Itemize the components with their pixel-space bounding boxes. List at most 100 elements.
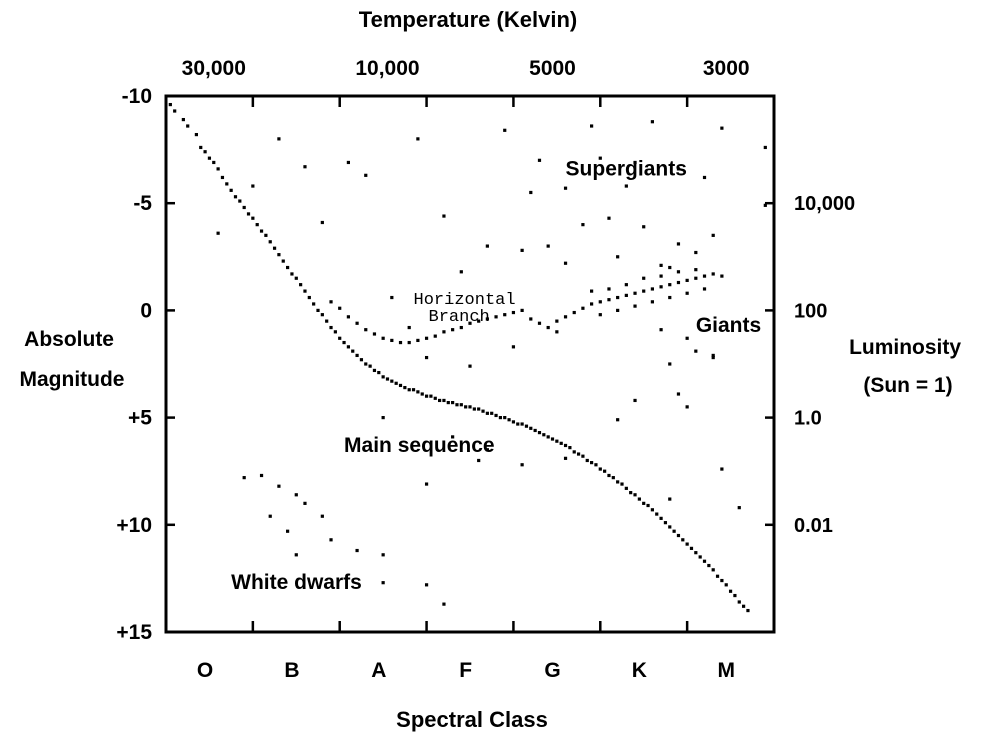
data-point [424,583,429,587]
data-point [563,443,568,448]
data-point [511,345,516,349]
data-point [277,253,281,257]
data-point [659,285,663,289]
data-point [607,216,611,220]
data-point [694,250,698,255]
top-axis-title: Temperature (Kelvin) [359,7,577,32]
data-point [563,315,568,319]
data-point [286,265,290,270]
data-point [286,529,290,533]
data-point [259,473,264,478]
data-point [598,313,602,317]
data-point [724,583,728,587]
data-point [598,156,602,160]
data-point [616,295,620,300]
temperature-tick-label: 3000 [703,57,750,80]
data-point [242,476,246,480]
data-point [546,244,550,248]
data-point [598,467,602,471]
data-point [520,248,524,252]
data-point [737,506,741,510]
data-point [650,300,654,304]
data-point [451,328,455,332]
data-point [459,403,463,407]
data-point [372,332,377,336]
y-tick-label: 0 [140,299,152,322]
data-point [646,503,650,508]
data-point [459,270,463,274]
data-point [624,184,628,188]
data-point [524,424,529,428]
data-point [676,392,681,396]
data-point [368,364,372,368]
data-point [572,450,576,454]
data-point [668,283,672,287]
data-point [229,188,233,192]
data-point [251,184,255,188]
data-point [624,486,628,490]
data-point [411,388,416,392]
y-tick-label: +10 [116,514,152,537]
data-point [199,145,203,150]
data-point [537,158,542,162]
data-point [407,340,411,345]
data-point [294,276,298,280]
data-point [186,124,190,128]
data-point [455,403,459,407]
data-point [576,452,581,456]
data-point [529,317,533,321]
data-point [507,418,511,422]
data-point [520,308,524,312]
data-point [433,396,437,400]
data-point [494,413,498,418]
data-point [329,325,333,330]
data-point [381,375,385,379]
data-point [451,435,455,439]
region-label: Giants [696,314,761,337]
luminosity-tick-label: 100 [794,300,827,322]
data-point [676,167,681,171]
data-point [668,265,672,270]
data-point [668,497,672,501]
data-point [529,190,533,195]
data-point [424,355,429,360]
data-point [407,388,411,392]
data-point [737,600,741,604]
data-point [424,482,429,486]
data-point [616,418,620,422]
data-point [733,593,737,598]
data-point [442,602,446,606]
data-point [607,287,611,291]
data-point [468,405,472,409]
data-point [490,411,494,415]
data-point [485,411,489,415]
data-point [598,300,602,304]
data-point [668,362,672,366]
data-point [537,321,542,325]
data-point [307,295,311,300]
data-point [529,426,533,430]
data-point [381,581,385,585]
data-point [633,160,637,165]
data-point [168,102,172,107]
data-point [624,293,628,297]
axis-ticks-layer [166,94,774,634]
data-point [277,484,281,488]
data-point [312,302,316,306]
data-point [698,555,702,559]
right-axis-title: Luminosity (Sun = 1) [849,336,967,397]
data-point [616,480,620,484]
data-point [511,420,516,424]
data-point [763,203,767,207]
data-point [694,276,698,280]
data-point [555,330,559,334]
data-point [485,244,489,248]
data-point [220,175,225,180]
data-point [702,175,707,180]
y-axis-title: Absolute Magnitude [20,328,125,391]
data-point [225,182,229,186]
data-point [590,302,594,306]
data-point [203,150,207,154]
data-point [303,165,307,169]
data-point [329,538,333,542]
